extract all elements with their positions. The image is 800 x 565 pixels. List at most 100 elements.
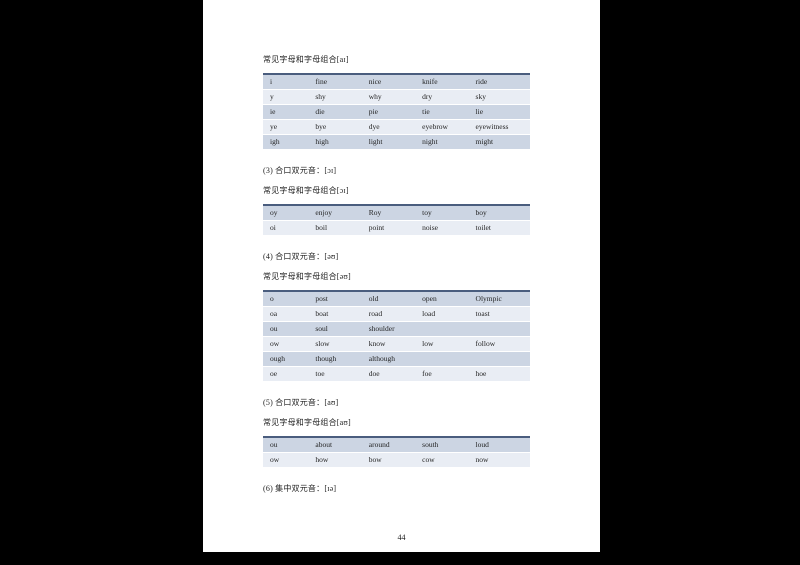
example-word-cell: die — [308, 104, 362, 120]
example-word-cell — [468, 351, 530, 367]
table-row: ow slow know low follow — [263, 336, 530, 352]
example-word-cell: follow — [468, 336, 530, 352]
example-word-cell: now — [468, 452, 530, 468]
example-word-cell: toast — [468, 306, 530, 322]
phonics-table: oy enjoy Roy toy boy oi boil point noise toilet — [263, 204, 530, 236]
example-word-cell: doe — [361, 366, 416, 382]
sub-heading: 常见字母和字母组合[ɔɪ] — [263, 186, 349, 195]
example-word-cell: nice — [361, 74, 416, 90]
table-row: ough though although — [263, 351, 530, 367]
example-word-cell: low — [415, 336, 469, 352]
phonics-table: i fine nice knife ride y shy why dry sky ie die pie t… — [263, 73, 530, 150]
letter-combo-cell: y — [263, 89, 309, 105]
example-word-cell: pie — [361, 104, 416, 120]
example-word-cell: boy — [468, 205, 530, 221]
example-word-cell: slow — [308, 336, 362, 352]
table-row: ye bye dye eyebrow eyewitness — [263, 119, 530, 135]
example-word-cell: foe — [415, 366, 469, 382]
example-word-cell: know — [361, 336, 416, 352]
letter-combo-cell: ie — [263, 104, 309, 120]
table-row: oe toe doe foe hoe — [263, 366, 530, 382]
example-word-cell: toe — [308, 366, 362, 382]
example-word-cell: Olympic — [468, 291, 530, 307]
section-heading: (6) 集中双元音：[ɪə] — [263, 484, 337, 493]
example-word-cell: point — [361, 220, 416, 236]
example-word-cell: lie — [468, 104, 530, 120]
document-content: 常见字母和字母组合[aɪ] i fine nice knife ride y shy why dr… — [263, 0, 530, 494]
example-word-cell: loud — [468, 437, 530, 453]
example-word-cell: old — [361, 291, 416, 307]
example-word-cell: night — [415, 134, 469, 150]
example-word-cell — [415, 351, 469, 367]
example-word-cell: light — [361, 134, 416, 150]
sub-heading: 常见字母和字母组合[aʊ] — [263, 418, 351, 427]
example-word-cell: might — [468, 134, 530, 150]
example-word-cell: dye — [361, 119, 416, 135]
example-word-cell: dry — [415, 89, 469, 105]
example-word-cell: Roy — [361, 205, 416, 221]
letter-combo-cell: oa — [263, 306, 309, 322]
letter-combo-cell: ough — [263, 351, 309, 367]
letter-combo-cell: ow — [263, 336, 309, 352]
letter-combo-cell: oi — [263, 220, 309, 236]
example-word-cell: sky — [468, 89, 530, 105]
example-word-cell: eyebrow — [415, 119, 469, 135]
example-word-cell: about — [308, 437, 362, 453]
example-word-cell: shoulder — [361, 321, 416, 337]
example-word-cell: bow — [361, 452, 416, 468]
example-word-cell: post — [308, 291, 362, 307]
section-heading: (3) 合口双元音：[ɔɪ] — [263, 166, 337, 175]
table-row: ou soul shoulder — [263, 321, 530, 337]
table-row: oa boat road load toast — [263, 306, 530, 322]
page-number: 44 — [397, 533, 406, 542]
example-word-cell: shy — [308, 89, 362, 105]
letter-combo-cell: o — [263, 291, 309, 307]
example-word-cell: boat — [308, 306, 362, 322]
sub-heading: 常见字母和字母组合[əʊ] — [263, 272, 351, 281]
letter-combo-cell: oy — [263, 205, 309, 221]
example-word-cell: road — [361, 306, 416, 322]
table-row: oi boil point noise toilet — [263, 220, 530, 236]
example-word-cell: toilet — [468, 220, 530, 236]
table-row: ou about around south loud — [263, 437, 530, 453]
example-word-cell: ride — [468, 74, 530, 90]
letter-combo-cell: ow — [263, 452, 309, 468]
phonics-table: o post old open Olympic oa boat road load toast ou… — [263, 290, 530, 382]
sub-heading: 常见字母和字母组合[aɪ] — [263, 55, 349, 64]
example-word-cell: cow — [415, 452, 469, 468]
table-row: ie die pie tie lie — [263, 104, 530, 120]
table-row: ow how bow cow now — [263, 452, 530, 468]
example-word-cell — [415, 321, 469, 337]
example-word-cell: why — [361, 89, 416, 105]
example-word-cell: bye — [308, 119, 362, 135]
example-word-cell: eyewitness — [468, 119, 530, 135]
section-heading: (4) 合口双元音：[əʊ] — [263, 252, 339, 261]
table-row: i fine nice knife ride — [263, 74, 530, 90]
example-word-cell: load — [415, 306, 469, 322]
letter-combo-cell: ou — [263, 321, 309, 337]
example-word-cell: soul — [308, 321, 362, 337]
example-word-cell: how — [308, 452, 362, 468]
table-row: igh high light night might — [263, 134, 530, 150]
example-word-cell — [468, 321, 530, 337]
phonics-table: ou about around south loud ow how bow cow now — [263, 436, 530, 468]
example-word-cell: fine — [308, 74, 362, 90]
example-word-cell: toy — [415, 205, 469, 221]
letter-combo-cell: i — [263, 74, 309, 90]
example-word-cell: knife — [415, 74, 469, 90]
letter-combo-cell: ye — [263, 119, 309, 135]
table-row: y shy why dry sky — [263, 89, 530, 105]
example-word-cell: high — [308, 134, 362, 150]
example-word-cell: although — [361, 351, 416, 367]
example-word-cell: open — [415, 291, 469, 307]
example-word-cell: south — [415, 437, 469, 453]
table-row: o post old open Olympic — [263, 291, 530, 307]
section-heading: (5) 合口双元音：[aʊ] — [263, 398, 339, 407]
example-word-cell: noise — [415, 220, 469, 236]
example-word-cell: enjoy — [308, 205, 362, 221]
document-page: 常见字母和字母组合[aɪ] i fine nice knife ride y shy why dr… — [203, 0, 600, 552]
example-word-cell: boil — [308, 220, 362, 236]
letter-combo-cell: oe — [263, 366, 309, 382]
table-row: oy enjoy Roy toy boy — [263, 205, 530, 221]
